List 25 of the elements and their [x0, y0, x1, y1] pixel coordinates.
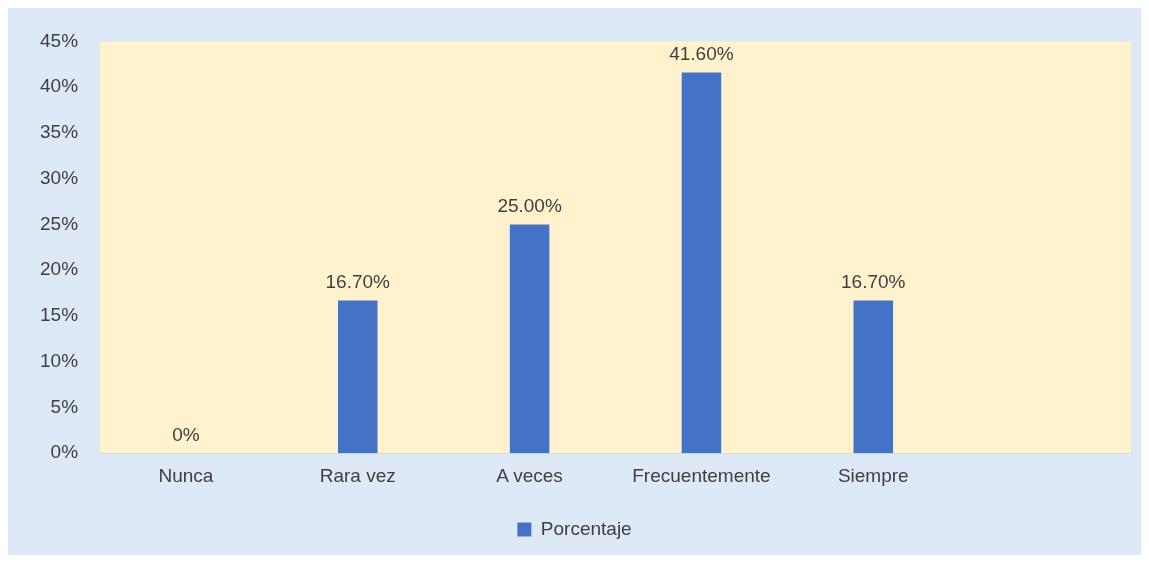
bar	[509, 224, 550, 454]
y-tick-label: 0%	[50, 441, 79, 463]
y-tick-label: 5%	[50, 395, 79, 417]
data-label: 41.60%	[669, 43, 734, 65]
data-label: 16.70%	[325, 271, 391, 293]
y-tick-label: 15%	[40, 304, 79, 326]
data-label: 0%	[172, 423, 200, 445]
y-tick-label: 40%	[40, 75, 79, 97]
data-label: 25.00%	[497, 195, 562, 217]
y-tick-label: 30%	[40, 166, 79, 188]
x-tick-label: Frecuentemente	[632, 464, 771, 486]
y-tick-label: 25%	[40, 212, 79, 234]
bar	[681, 72, 722, 454]
y-tick-label: 20%	[40, 258, 79, 280]
y-tick-label: 45%	[40, 29, 79, 51]
bar	[338, 300, 378, 454]
x-tick-label: Rara vez	[319, 464, 396, 486]
x-tick-label: Siempre	[837, 464, 909, 486]
bar	[853, 300, 894, 454]
y-tick-label: 10%	[40, 349, 79, 371]
x-tick-label: Nunca	[158, 464, 214, 486]
x-tick-label: A veces	[496, 464, 563, 486]
data-label: 16.70%	[841, 271, 906, 293]
legend-label: Porcentaje	[540, 517, 632, 539]
y-tick-label: 35%	[40, 121, 79, 143]
